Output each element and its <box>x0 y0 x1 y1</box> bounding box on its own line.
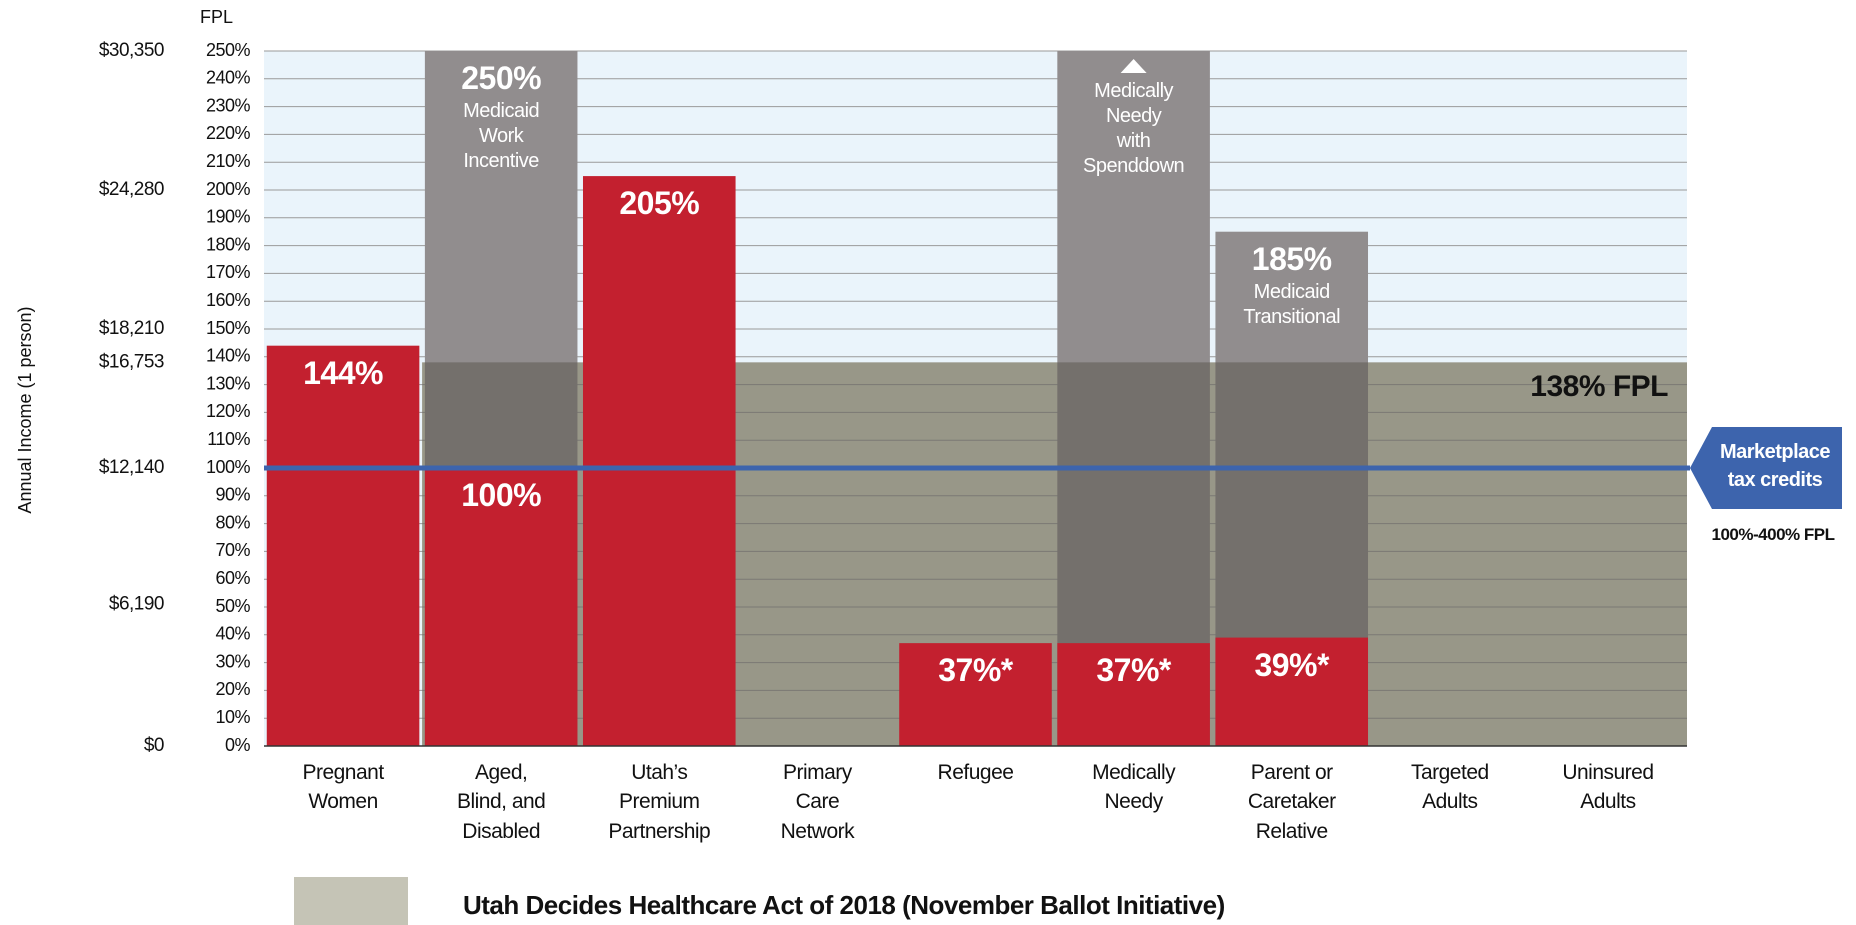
y-tick-label: 120% <box>206 401 251 421</box>
y-tick-label: 170% <box>206 262 251 282</box>
value-label: 39%* <box>1254 646 1329 683</box>
y-tick-label: 40% <box>215 624 250 644</box>
bar <box>1057 51 1210 746</box>
x-tick-label: Medically Needy <box>1092 761 1176 814</box>
y2-tick-label: $0 <box>144 735 164 756</box>
value-label: 144% <box>303 354 383 391</box>
y2-tick-label: $12,140 <box>99 457 164 478</box>
y-tick-label: 150% <box>206 318 251 338</box>
value-label: 100% <box>461 477 542 513</box>
y2-tick-label: $6,190 <box>109 593 164 614</box>
x-tick-label: Utah’s Premium Partnership <box>608 761 711 843</box>
y2-tick-label: $16,753 <box>99 351 164 372</box>
bar-note: Medicaid Transitional <box>1243 280 1341 328</box>
y-tick-label: 80% <box>215 512 250 532</box>
y2-tick-label: $18,210 <box>99 318 164 339</box>
y-tick-label: 100% <box>206 457 251 477</box>
y-tick-label: 130% <box>206 373 251 393</box>
y-tick-label: 10% <box>215 707 250 727</box>
value-label: 185% <box>1251 240 1332 277</box>
bar-note: Medically Needy with Spenddown <box>1083 80 1185 177</box>
bar <box>266 345 420 746</box>
x-tick-label: Pregnant Women <box>302 761 384 814</box>
y-tick-label: 160% <box>206 290 251 310</box>
marketplace-arrow <box>1690 427 1842 509</box>
value-label: 37%* <box>1096 652 1171 689</box>
y-tick-label: 190% <box>206 207 251 227</box>
legend-label: Utah Decides Healthcare Act of 2018 (Nov… <box>463 890 1225 920</box>
value-label: 205% <box>619 185 700 222</box>
beyond-marker <box>1120 59 1147 73</box>
y-tick-label: 210% <box>206 151 251 171</box>
y2-tick-label: $30,350 <box>99 40 164 61</box>
y-tick-label: 90% <box>215 485 250 505</box>
value-label: 250% <box>461 60 542 96</box>
y-tick-label: 50% <box>215 596 250 616</box>
x-tick-label: Aged, Blind, and Disabled <box>456 761 546 843</box>
legend-swatch <box>294 877 408 925</box>
y-tick-label: 180% <box>206 234 251 254</box>
bar <box>1215 637 1369 746</box>
y-tick-label: 140% <box>206 346 251 366</box>
y-tick-label: 20% <box>215 679 250 699</box>
y-tick-label: 70% <box>215 540 250 560</box>
y-tick-label: 240% <box>206 68 251 88</box>
bar <box>582 176 736 747</box>
bar <box>424 468 578 746</box>
y-tick-label: 110% <box>207 429 250 449</box>
x-tick-label: Refugee <box>937 761 1014 784</box>
bar-note: Medicaid Work Incentive <box>463 100 540 172</box>
y-tick-label: 200% <box>206 179 251 199</box>
bar <box>899 643 1052 746</box>
y2-tick-label: $24,280 <box>99 179 164 200</box>
ballot-label: 138% FPL <box>1530 370 1668 404</box>
x-tick-label: Uninsured Adults <box>1562 761 1654 814</box>
y-tick-label: 30% <box>215 651 250 671</box>
value-label: 37%* <box>938 652 1013 689</box>
bar <box>1057 643 1210 746</box>
y-tick-label: 0% <box>225 735 251 755</box>
x-tick-label: Primary Care Network <box>780 761 855 843</box>
x-tick-label: Targeted Adults <box>1410 761 1489 814</box>
y-tick-label: 250% <box>206 40 251 60</box>
y-tick-label: 230% <box>206 95 251 115</box>
marketplace-range: 100%-400% FPL <box>1711 525 1835 544</box>
y2-axis-label: Annual Income (1 person) <box>15 306 35 513</box>
y-tick-label: 220% <box>206 123 251 143</box>
y-axis-label: FPL <box>200 7 233 27</box>
marketplace-label: Marketplace tax credits <box>1719 441 1831 491</box>
x-tick-label: Parent or Caretaker Relative <box>1247 761 1336 843</box>
y-tick-label: 60% <box>215 568 250 588</box>
